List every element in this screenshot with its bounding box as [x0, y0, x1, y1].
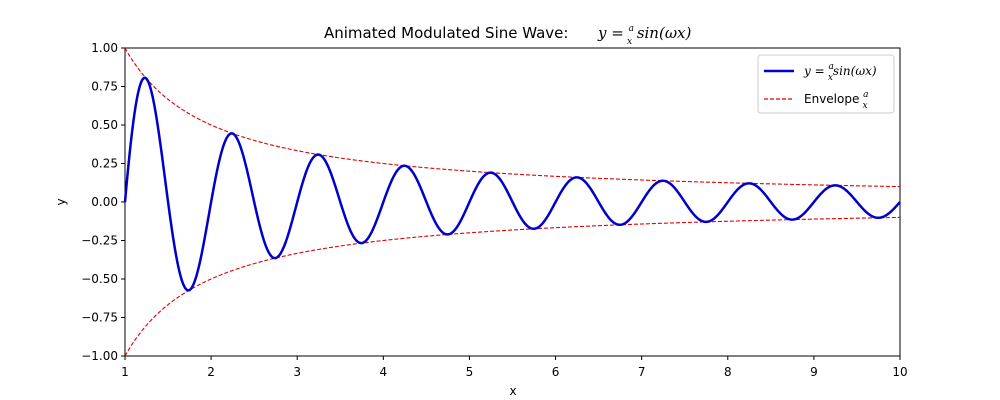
x-tick-label: 9 [810, 365, 818, 379]
x-tick-label: 10 [892, 365, 907, 379]
series-line-sine [123, 76, 901, 292]
x-tick-label: 7 [638, 365, 646, 379]
y-tick-label: −0.25 [81, 234, 118, 248]
x-tick-label: 2 [207, 365, 215, 379]
chart-title-text: Animated Modulated Sine Wave: [324, 24, 568, 42]
y-tick-label: −0.75 [81, 311, 118, 325]
y-axis-label: y [54, 198, 68, 205]
series-line-envelope-lower [124, 216, 901, 357]
series-layer [123, 47, 901, 357]
x-tick-label: 8 [724, 365, 732, 379]
x-tick-label: 6 [552, 365, 560, 379]
y-tick-label: 0.50 [91, 118, 118, 132]
legend-sine-label: y = a xsin(ωx) [803, 62, 877, 83]
x-axis-label: x [509, 384, 516, 398]
x-tick-label: 3 [293, 365, 301, 379]
x-axis: 1 2 3 4 5 6 7 8 9 10 [121, 356, 908, 379]
y-tick-label: 0.75 [91, 80, 118, 94]
y-tick-label: 1.00 [91, 41, 118, 55]
x-tick-label: 5 [466, 365, 474, 379]
y-tick-label: 0.00 [91, 195, 118, 209]
y-axis: 1.00 0.75 0.50 0.25 0.00 −0.25 −0.50 −0.75 −1.00 [81, 41, 125, 363]
y-tick-label: −1.00 [81, 349, 118, 363]
series-line-envelope-upper [124, 47, 901, 188]
x-tick-label: 4 [380, 365, 388, 379]
y-tick-label: 0.25 [91, 157, 118, 171]
x-tick-label: 1 [121, 365, 129, 379]
y-tick-label: −0.50 [81, 272, 118, 286]
